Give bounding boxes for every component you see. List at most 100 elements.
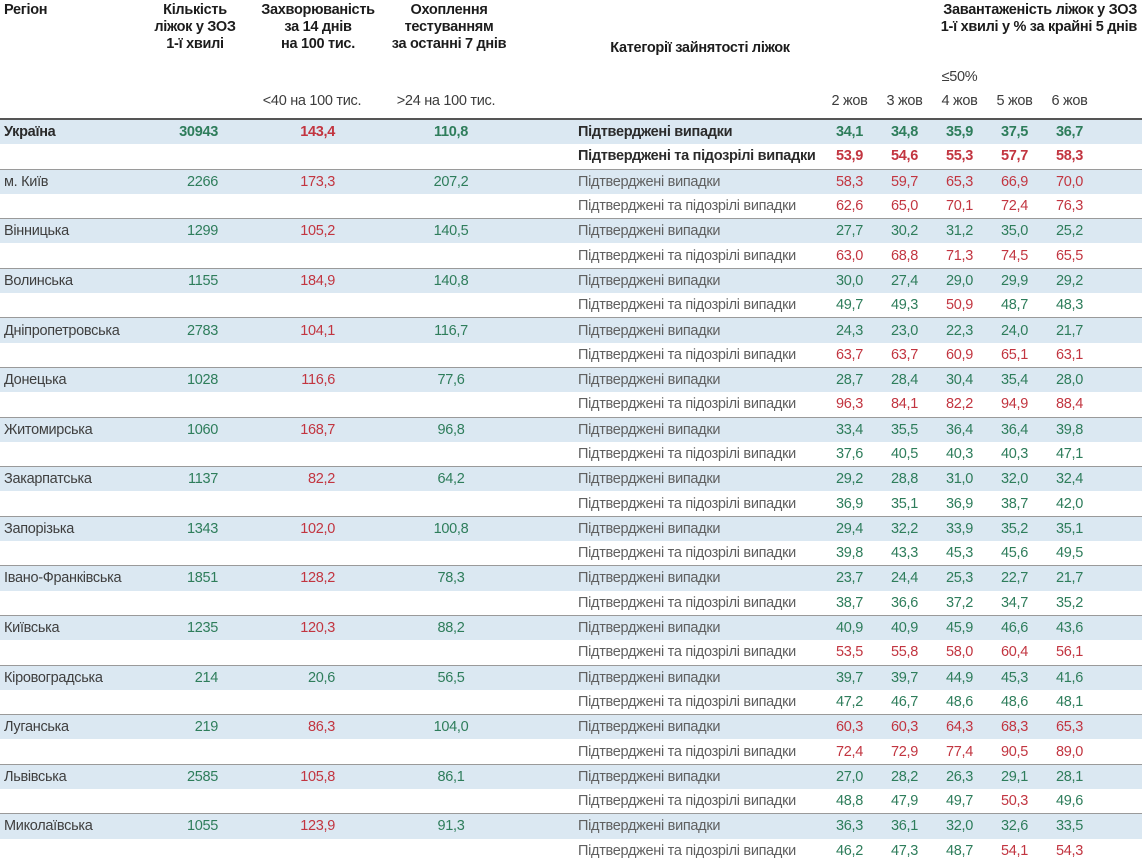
- occupancy-value: 49,7: [945, 793, 974, 810]
- occupancy-value: 34,1: [835, 124, 864, 141]
- region-name: Україна: [4, 124, 56, 141]
- table-header: Регіон Кількість ліжок у ЗОЗ 1-ї хвилі З…: [0, 0, 1142, 118]
- beds-value: 2266: [186, 173, 218, 190]
- occupancy-value: 43,6: [1055, 620, 1084, 637]
- occupancy-value: 88,4: [1055, 396, 1084, 413]
- occupancy-value: 32,2: [890, 520, 919, 537]
- occupancy-value: 46,6: [1000, 620, 1029, 637]
- incidence-value: 120,3: [300, 620, 335, 637]
- occupancy-value: 76,3: [1055, 198, 1084, 215]
- occupancy-value: 32,6: [1000, 818, 1029, 835]
- occupancy-value: 33,5: [1055, 818, 1084, 835]
- region-name: Закарпатська: [4, 471, 92, 488]
- table-body: Україна 30943 143,4 110,8 Підтверджені випад…: [0, 118, 1142, 863]
- incidence-value: 128,2: [300, 570, 335, 587]
- category-label-suspected: Підтверджені та підозрілі випадки: [578, 396, 796, 413]
- incidence-value: 105,8: [300, 768, 335, 785]
- occupancy-value: 58,3: [835, 173, 864, 190]
- occupancy-value: 29,2: [835, 471, 864, 488]
- occupancy-value: 40,5: [890, 446, 919, 462]
- occupancy-value: 48,6: [1000, 693, 1029, 710]
- testing-value: 91,3: [437, 818, 465, 835]
- region-block: м. Київ 2266 173,3 207,2 Підтверджені випадк…: [0, 168, 1142, 219]
- occupancy-value: 33,9: [945, 520, 974, 537]
- table-row: Підтверджені та підозрілі випадки 36,9 35,…: [0, 491, 1142, 515]
- occupancy-value: 45,3: [1000, 669, 1029, 686]
- table-row: Підтверджені та підозрілі випадки 62,6 65,…: [0, 194, 1142, 218]
- category-label-suspected: Підтверджені та підозрілі випадки: [578, 198, 796, 215]
- category-label-confirmed: Підтверджені випадки: [578, 372, 721, 389]
- region-name: Івано-Франківська: [4, 570, 122, 587]
- occupancy-value: 74,5: [1000, 247, 1029, 264]
- col-header-occupancy: Завантаженість ліжок у ЗОЗ 1-ї хвилі у %…: [940, 2, 1138, 36]
- occupancy-value: 48,6: [945, 693, 974, 710]
- testing-value: 86,1: [437, 768, 465, 785]
- occupancy-value: 90,5: [1000, 743, 1029, 760]
- occupancy-value: 41,6: [1055, 669, 1084, 686]
- beds-value: 219: [194, 719, 219, 736]
- region-name: Львівська: [4, 768, 67, 785]
- table-row: Підтверджені та підозрілі випадки 39,8 43,…: [0, 541, 1142, 565]
- incidence-value: 184,9: [300, 272, 335, 289]
- category-label-confirmed: Підтверджені випадки: [578, 620, 721, 637]
- region-block: Вінницька 1299 105,2 140,5 Підтверджені випа…: [0, 218, 1142, 268]
- subheader-occupancy-threshold: ≤50%: [941, 69, 978, 85]
- table-row: Миколаївська 1055 123,9 91,3 Підтверджені ви…: [0, 814, 1142, 839]
- occupancy-value: 56,1: [1055, 644, 1084, 661]
- incidence-value: 173,3: [300, 173, 335, 190]
- occupancy-value: 32,4: [1055, 471, 1084, 488]
- table-row: Запорізька 1343 102,0 100,8 Підтверджені вип…: [0, 516, 1142, 542]
- occupancy-value: 28,2: [890, 768, 919, 785]
- occupancy-value: 49,6: [1055, 793, 1084, 810]
- occupancy-value: 29,2: [1055, 272, 1084, 289]
- occupancy-value: 36,6: [890, 594, 919, 611]
- occupancy-value: 28,7: [835, 372, 864, 389]
- occupancy-value: 24,0: [1000, 322, 1029, 339]
- occupancy-value: 48,1: [1055, 693, 1084, 710]
- occupancy-value: 46,2: [835, 842, 864, 859]
- occupancy-value: 29,9: [1000, 272, 1029, 289]
- occupancy-value: 72,4: [1000, 198, 1029, 215]
- category-label-confirmed: Підтверджені випадки: [578, 471, 721, 488]
- incidence-value: 104,1: [300, 322, 335, 339]
- category-label-suspected: Підтверджені та підозрілі випадки: [578, 545, 796, 562]
- region-block: Дніпропетровська 2783 104,1 116,7 Підтвердже…: [0, 317, 1142, 367]
- occupancy-value: 28,0: [1055, 372, 1084, 389]
- table-row: Закарпатська 1137 82,2 64,2 Підтверджені вип…: [0, 467, 1142, 492]
- col-header-beds: Кількість ліжок у ЗОЗ 1-ї хвилі: [154, 2, 236, 53]
- occupancy-value: 60,9: [945, 346, 974, 363]
- table-row: Київська 1235 120,3 88,2 Підтверджені випадк…: [0, 615, 1142, 641]
- occupancy-value: 24,3: [835, 322, 864, 339]
- occupancy-value: 31,0: [945, 471, 974, 488]
- occupancy-value: 77,4: [945, 743, 974, 760]
- region-block: Івано-Франківська 1851 128,2 78,3 Підтвердже…: [0, 565, 1142, 615]
- beds-value: 1137: [188, 471, 218, 488]
- occupancy-value: 47,9: [890, 793, 919, 810]
- occupancy-value: 42,0: [1055, 495, 1084, 512]
- col-header-testing: Охоплення тестуванням за останні 7 днів: [391, 2, 507, 53]
- occupancy-value: 30,2: [890, 223, 919, 240]
- testing-value: 77,6: [437, 372, 465, 389]
- occupancy-value: 70,1: [945, 198, 974, 215]
- category-label-confirmed: Підтверджені випадки: [578, 272, 721, 289]
- occupancy-value: 35,2: [1055, 594, 1084, 611]
- occupancy-value: 60,3: [835, 719, 864, 736]
- occupancy-value: 64,3: [945, 719, 974, 736]
- category-label-suspected: Підтверджені та підозрілі випадки: [578, 693, 796, 710]
- occupancy-value: 40,3: [945, 446, 974, 462]
- occupancy-value: 34,8: [890, 124, 919, 141]
- testing-value: 100,8: [433, 520, 469, 537]
- region-name: Житомирська: [4, 421, 93, 438]
- testing-value: 56,5: [437, 669, 465, 686]
- occupancy-value: 60,3: [890, 719, 919, 736]
- region-name: Вінницька: [4, 223, 69, 240]
- occupancy-value: 35,9: [945, 124, 974, 141]
- table-row: Івано-Франківська 1851 128,2 78,3 Підтвердже…: [0, 566, 1142, 591]
- occupancy-value: 43,3: [890, 545, 919, 562]
- category-label-confirmed: Підтверджені випадки: [578, 768, 721, 785]
- occupancy-value: 28,1: [1055, 768, 1084, 785]
- occupancy-value: 36,9: [835, 495, 864, 512]
- occupancy-value: 65,3: [945, 173, 974, 190]
- beds-value: 1155: [188, 272, 218, 289]
- occupancy-value: 96,3: [835, 396, 864, 413]
